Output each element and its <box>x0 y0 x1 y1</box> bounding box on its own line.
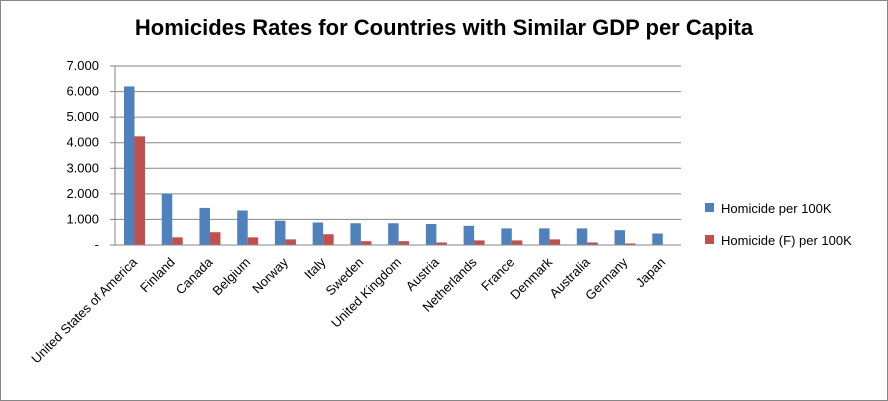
bar-homicide-female <box>323 234 334 245</box>
legend-label: Homicide per 100K <box>721 201 832 216</box>
x-tick-label: Japan <box>633 255 669 291</box>
chart-title: Homicides Rates for Countries with Simil… <box>134 15 754 40</box>
y-axis: - 1.000 2.000 3.000 4.000 5.000 6.000 7.000 <box>66 58 116 252</box>
bar-homicide-female <box>134 136 145 245</box>
x-tick-label: Italy <box>301 254 329 282</box>
bar-homicide <box>312 222 324 245</box>
bar-homicide-female <box>172 237 183 245</box>
x-tick-label: Finland <box>137 255 178 296</box>
x-tick-label: United States of America <box>28 254 140 366</box>
legend-swatch <box>705 203 714 212</box>
y-tick-label: 3.000 <box>66 160 99 175</box>
bar-homicide-female <box>247 237 259 245</box>
bar-homicide-female <box>285 239 296 245</box>
legend-label: Homicide (F) per 100K <box>721 233 852 248</box>
bar-homicide <box>388 223 399 245</box>
bar-homicide-female <box>360 241 372 245</box>
bar-homicide-female <box>436 242 447 245</box>
bar-homicide-female <box>511 240 523 245</box>
y-tick-label: 7.000 <box>66 58 99 73</box>
bar-homicide-female <box>474 240 485 245</box>
y-tick-label: - <box>95 237 99 252</box>
gridlines <box>115 65 681 220</box>
y-tick-label: 4.000 <box>66 135 99 150</box>
bar-homicide <box>652 233 663 245</box>
x-tick-label: Denmark <box>507 254 555 302</box>
bar-homicide <box>350 223 361 245</box>
y-tick-label: 2.000 <box>66 186 99 201</box>
legend: Homicide per 100K Homicide (F) per 100K <box>705 201 852 248</box>
bar-homicide <box>425 224 437 245</box>
x-tick-label: Belgium <box>209 255 253 299</box>
bar-homicide <box>274 220 286 245</box>
y-tick-label: 5.000 <box>66 109 99 124</box>
x-tick-label: United Kingdom <box>328 255 404 331</box>
y-tick-label: 1.000 <box>66 211 99 226</box>
bar-homicide <box>576 228 588 245</box>
bar-homicide-female <box>398 241 410 245</box>
x-tick-label: Canada <box>173 254 216 297</box>
x-tick-label: Norway <box>249 254 291 296</box>
bar-homicide <box>539 228 550 245</box>
bar-homicide <box>161 193 173 245</box>
bar-homicide <box>237 210 248 245</box>
bars <box>124 86 663 245</box>
bar-homicide <box>124 86 135 245</box>
bar-homicide-female <box>209 232 221 245</box>
legend-swatch <box>705 235 714 244</box>
bar-homicide <box>463 225 475 245</box>
x-axis: United States of AmericaFinlandCanadaBel… <box>28 244 681 366</box>
bar-homicide <box>199 207 210 245</box>
x-tick-label: Germany <box>582 254 631 303</box>
bar-homicide <box>501 228 512 245</box>
bar-homicide-female <box>587 242 598 245</box>
bar-homicide-female <box>549 239 561 245</box>
bar-homicide <box>614 230 626 245</box>
bar-homicide-female <box>625 243 636 245</box>
y-tick-label: 6.000 <box>66 84 99 99</box>
